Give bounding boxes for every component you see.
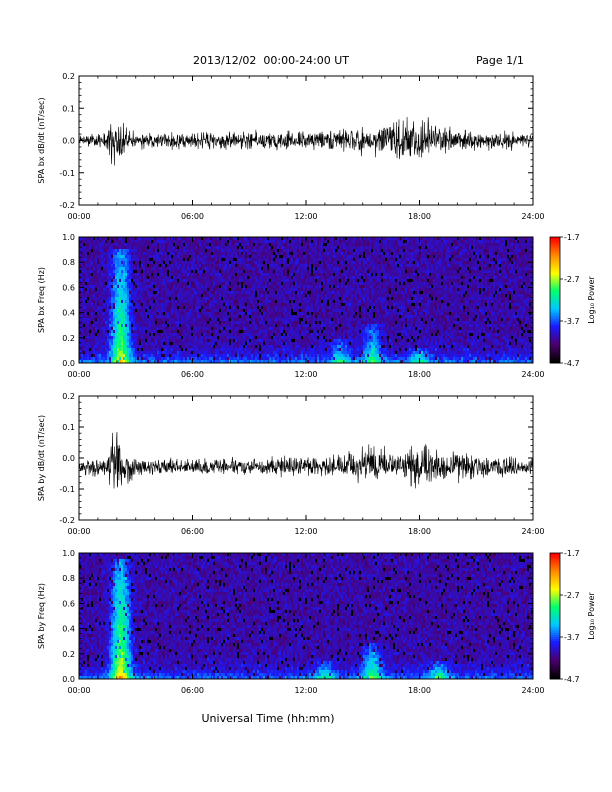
colorbar bbox=[550, 237, 560, 364]
x-axis-label: Universal Time (hh:mm) bbox=[202, 712, 335, 725]
y-tick-label: 0.1 bbox=[62, 104, 75, 113]
colorbar-tick-label: -1.7 bbox=[564, 233, 580, 242]
x-tick-label: 18:00 bbox=[408, 686, 431, 695]
x-tick-label: 18:00 bbox=[408, 212, 431, 221]
colorbar-label: Log₁₀ Power bbox=[587, 276, 596, 324]
x-tick-label: 00:00 bbox=[67, 527, 90, 536]
x-tick-label: 24:00 bbox=[521, 212, 544, 221]
colorbar-tick-label: -2.7 bbox=[564, 591, 580, 600]
spectrogram-cells bbox=[79, 237, 534, 364]
y-tick-label: 0.2 bbox=[62, 72, 75, 81]
colorbar-tick-label: -3.7 bbox=[564, 317, 580, 326]
x-tick-label: 24:00 bbox=[521, 370, 544, 379]
x-tick-label: 24:00 bbox=[521, 527, 544, 536]
colorbar bbox=[550, 553, 560, 680]
y-axis-label: SPA bx Freq (Hz) bbox=[37, 267, 46, 333]
y-tick-label: 0.8 bbox=[62, 574, 75, 583]
plot-background bbox=[79, 396, 533, 520]
colorbar-tick-label: -4.7 bbox=[564, 675, 580, 684]
x-tick-label: 24:00 bbox=[521, 686, 544, 695]
y-tick-label: 1.0 bbox=[62, 233, 75, 242]
series-trace bbox=[78, 431, 534, 489]
y-tick-label: 0.2 bbox=[62, 650, 75, 659]
y-tick-label: -0.2 bbox=[59, 201, 75, 210]
y-tick-label: 1.0 bbox=[62, 549, 75, 558]
y-tick-label: 0.8 bbox=[62, 258, 75, 267]
y-tick-label: 0.0 bbox=[62, 675, 75, 684]
x-tick-label: 06:00 bbox=[181, 370, 204, 379]
x-tick-label: 00:00 bbox=[67, 212, 90, 221]
y-axis-label: SPA by Freq (Hz) bbox=[37, 583, 46, 649]
x-tick-label: 12:00 bbox=[294, 370, 317, 379]
y-axis-label: SPA by dB/dt (nT/sec) bbox=[37, 415, 46, 501]
x-tick-label: 18:00 bbox=[408, 370, 431, 379]
y-tick-label: 0.4 bbox=[62, 625, 75, 634]
x-tick-label: 06:00 bbox=[181, 212, 204, 221]
x-tick-label: 12:00 bbox=[294, 527, 317, 536]
colorbar-frame bbox=[549, 236, 561, 364]
y-tick-label: -0.1 bbox=[59, 169, 75, 178]
y-tick-label: 0.0 bbox=[62, 359, 75, 368]
y-tick-label: 0.0 bbox=[62, 454, 75, 463]
date-range-title: 2013/12/02 00:00-24:00 UT bbox=[193, 54, 350, 67]
y-tick-label: 0.2 bbox=[62, 334, 75, 343]
series-trace bbox=[78, 117, 534, 166]
x-tick-label: 00:00 bbox=[67, 686, 90, 695]
x-tick-label: 18:00 bbox=[408, 527, 431, 536]
y-tick-label: 0.2 bbox=[62, 392, 75, 401]
y-tick-label: 0.1 bbox=[62, 423, 75, 432]
x-tick-label: 12:00 bbox=[294, 686, 317, 695]
x-tick-label: 06:00 bbox=[181, 527, 204, 536]
colorbar-tick-label: -3.7 bbox=[564, 633, 580, 642]
spectrogram-cells bbox=[79, 553, 534, 680]
x-tick-label: 00:00 bbox=[67, 370, 90, 379]
y-tick-label: 0.6 bbox=[62, 599, 75, 608]
colorbar-frame bbox=[549, 552, 561, 680]
y-tick-label: 0.6 bbox=[62, 283, 75, 292]
y-axis-label: SPA bx dB/dt (nT/sec) bbox=[37, 97, 46, 183]
y-tick-label: -0.1 bbox=[59, 485, 75, 494]
colorbar-tick-label: -2.7 bbox=[564, 275, 580, 284]
y-tick-label: 0.4 bbox=[62, 309, 75, 318]
x-tick-label: 06:00 bbox=[181, 686, 204, 695]
x-tick-label: 12:00 bbox=[294, 212, 317, 221]
y-tick-label: 0.0 bbox=[62, 137, 75, 146]
colorbar-tick-label: -1.7 bbox=[564, 549, 580, 558]
y-tick-label: -0.2 bbox=[59, 516, 75, 525]
colorbar-tick-label: -4.7 bbox=[564, 359, 580, 368]
colorbar-label: Log₁₀ Power bbox=[587, 592, 596, 640]
page-indicator: Page 1/1 bbox=[476, 54, 524, 67]
